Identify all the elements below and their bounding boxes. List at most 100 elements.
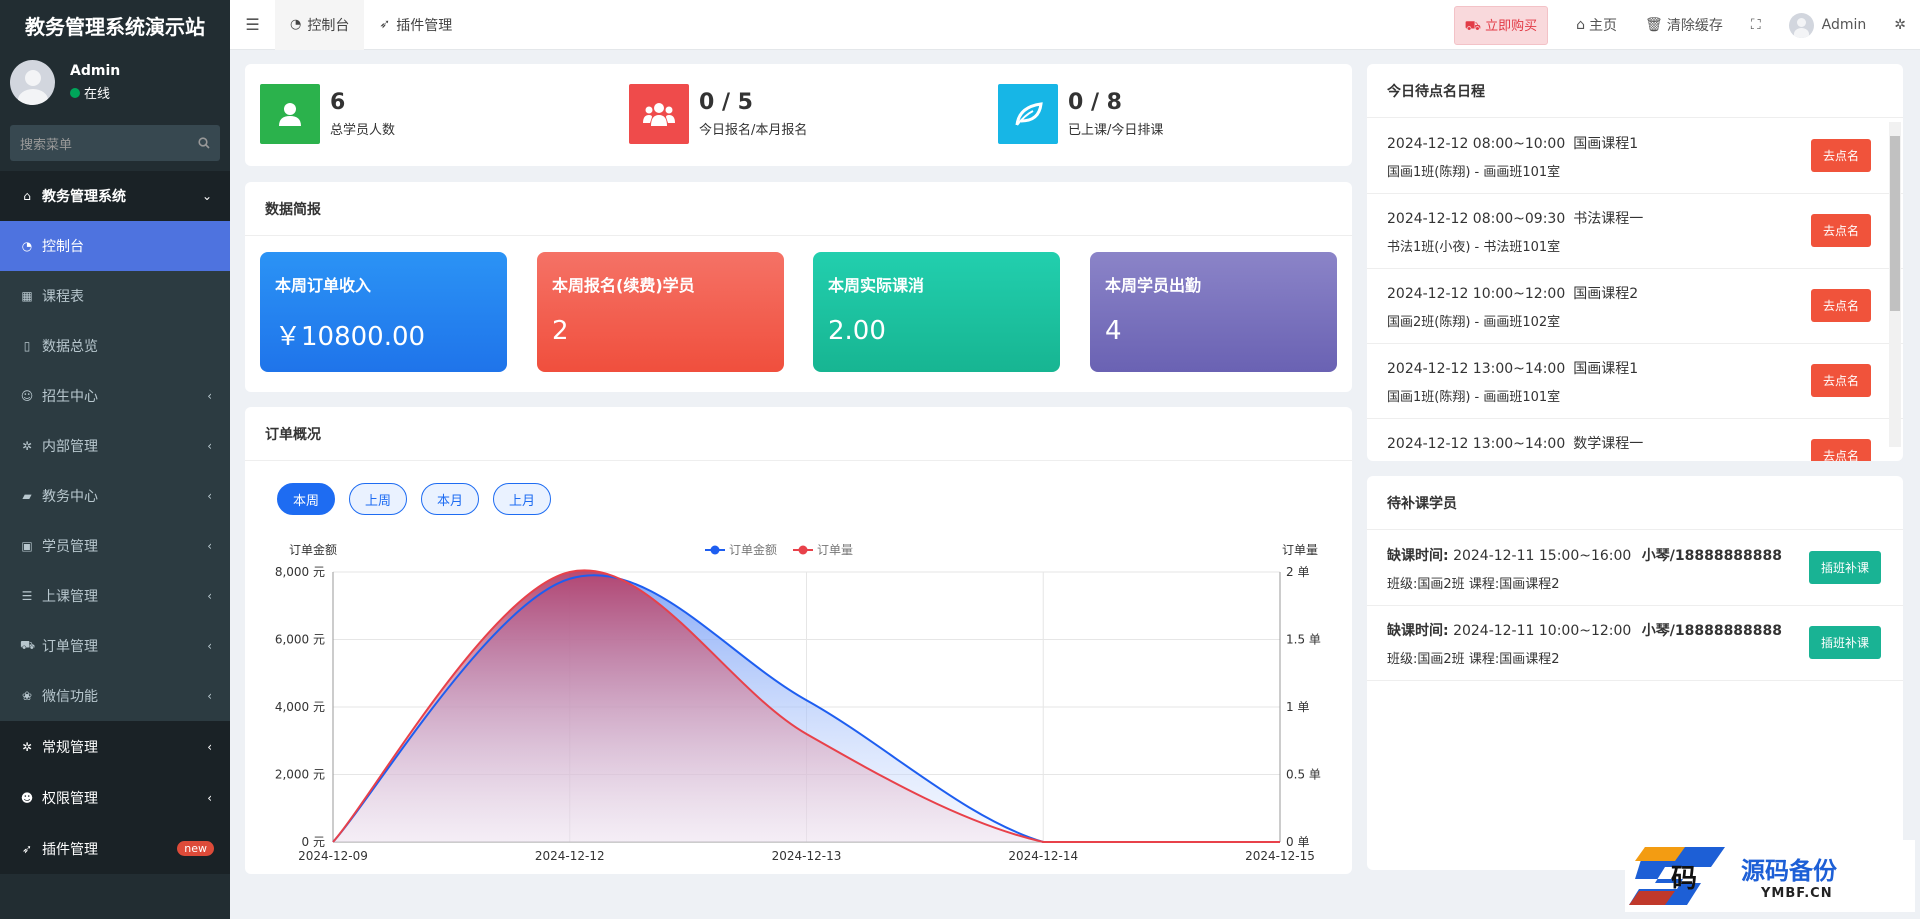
- chevron-left-icon: ‹: [207, 439, 212, 453]
- settings-icon[interactable]: ✲: [1894, 17, 1906, 33]
- chevron-left-icon: ‹: [207, 790, 212, 805]
- sidebar-item-internal[interactable]: ✲ 内部管理 ‹: [21, 439, 212, 455]
- sidebar-item-orders[interactable]: ⛟ 订单管理 ‹: [20, 638, 212, 655]
- y-tick-label-right: 1 单: [1286, 700, 1309, 714]
- summary-card: 数据简报 本周订单收入 ￥10800.00 本周报名(续费)学员 2 本周实际课…: [245, 182, 1352, 392]
- brand-title[interactable]: 教务管理系统演示站: [0, 0, 230, 50]
- legend-dot-count: [798, 545, 808, 555]
- list-item: 2024-12-12 08:00~09:30 书法课程一 书法1班(小夜) - 书…: [1367, 194, 1903, 269]
- y-tick-label-right: 0.5 单: [1286, 768, 1321, 782]
- online-dot-icon: [70, 87, 80, 98]
- list-item: 缺课时间: 2024-12-11 10:00~12:00 小琴/18888888…: [1367, 606, 1903, 681]
- stat-value: 0 / 5: [699, 90, 753, 115]
- user-panel: Admin 在线: [0, 50, 230, 115]
- rollcall-button[interactable]: 去点名: [1810, 139, 1871, 172]
- menu-toggle-icon[interactable]: ☰: [245, 15, 260, 34]
- clear-cache-button[interactable]: 🗑 清除缓存: [1645, 17, 1723, 34]
- sidebar-section-label: 教务管理系统: [42, 189, 126, 205]
- user-name: Admin: [70, 63, 121, 79]
- user-status: 在线: [70, 83, 120, 102]
- orders-card: 订单概况 本周 上周 本月 上月 0 元 2,000 元 4,000 元 6,000 …: [245, 407, 1352, 874]
- x-tick-label: 2024-12-14: [1008, 849, 1078, 863]
- y-tick-label-right: 1.5 单: [1286, 633, 1321, 647]
- sidebar-item-classes[interactable]: ☰ 上课管理 ‹: [21, 589, 212, 605]
- filter-this-week[interactable]: 本周: [277, 483, 335, 515]
- list-item: 2024-12-12 08:00~10:00 国画课程1 国画1班(陈翔) - 画…: [1367, 119, 1903, 194]
- logo-mark-icon: 码: [1629, 847, 1725, 905]
- sidebar-item-wechat[interactable]: ❀ 微信功能 ‹: [21, 689, 212, 705]
- filter-last-week[interactable]: 上周: [349, 483, 407, 515]
- site-logo: 码 源码备份 YMBF.CN: [1625, 840, 1915, 912]
- stat-value: 0 / 8: [1068, 90, 1122, 115]
- kpi-weekly-attendance: 本周学员出勤 4: [1090, 252, 1337, 372]
- sidebar-item-auth[interactable]: ☻ 权限管理 ‹: [0, 772, 230, 823]
- kpi-weekly-consume: 本周实际课消 2.00: [813, 252, 1060, 372]
- order-chart: 0 元 2,000 元 4,000 元 6,000 元 8,000 元 0 单 0.5 单 1…: [275, 542, 1321, 863]
- rollcall-button[interactable]: 去点名: [1810, 364, 1871, 397]
- orders-title: 订单概况: [245, 407, 1352, 461]
- logo-title: 源码备份: [1741, 857, 1837, 885]
- sidebar-item-dashboard[interactable]: ◔ 控制台: [0, 221, 230, 271]
- sidebar-item-academic[interactable]: ▰ 教务中心 ‹: [0, 471, 230, 521]
- rocket-icon: ➶: [379, 17, 391, 32]
- sidebar-item-plugins[interactable]: ➶ 插件管理 new: [0, 823, 230, 874]
- wechat-icon: ❀: [21, 689, 33, 703]
- sidebar-item-students[interactable]: ▣ 学员管理 ‹: [21, 539, 212, 555]
- users-icon: [629, 84, 689, 144]
- top-navbar: ☰ ◔ 控制台 ➶ 插件管理 ⛟ 立即购买 ⌂ 主页 🗑 清除缓存 ⛶ Admin ✲: [230, 0, 1920, 50]
- sidebar-search[interactable]: 搜索菜单: [10, 125, 220, 161]
- x-tick-label: 2024-12-09: [298, 849, 368, 863]
- rollcall-button[interactable]: 去点名: [1810, 439, 1871, 461]
- y-tick-label-left: 2,000 元: [275, 768, 325, 782]
- search-icon[interactable]: [198, 137, 210, 149]
- y-tick-label-right: 2 单: [1286, 565, 1309, 579]
- x-tick-label: 2024-12-15: [1245, 849, 1315, 863]
- sidebar-item-general[interactable]: ✲ 常规管理 ‹: [0, 721, 230, 772]
- avatar: [10, 60, 55, 105]
- x-tick-label: 2024-12-12: [535, 849, 605, 863]
- schedule-title: 今日待点名日程: [1367, 64, 1903, 118]
- y-tick-label-left: 6,000 元: [275, 633, 325, 647]
- logo-sub: YMBF.CN: [1761, 886, 1833, 901]
- sidebar-item-overview[interactable]: ▯ 数据总览: [0, 321, 230, 371]
- tab-plugins[interactable]: ➶ 插件管理: [379, 17, 453, 34]
- rollcall-button[interactable]: 去点名: [1810, 289, 1871, 322]
- makeup-class-button[interactable]: 插班补课: [1808, 626, 1881, 659]
- sidebar-section-jiaowu[interactable]: ⌂ 教务管理系统 ⌄: [0, 171, 230, 221]
- scrollbar[interactable]: [1889, 122, 1901, 447]
- chevron-left-icon: ‹: [207, 539, 212, 553]
- series-area-count: [333, 570, 1280, 842]
- leaf-icon: [998, 84, 1058, 144]
- user-icon: ☺: [20, 389, 34, 403]
- buy-now-button[interactable]: ⛟ 立即购买: [1453, 5, 1549, 45]
- tab-dashboard[interactable]: ◔ 控制台: [275, 0, 365, 50]
- scrollbar-thumb[interactable]: [1890, 136, 1900, 311]
- home-icon: ⌂: [1576, 17, 1586, 33]
- x-tick-label: 2024-12-13: [772, 849, 842, 863]
- stat-classes: 0 / 8 已上课/今日排课: [998, 84, 1163, 144]
- filter-last-month[interactable]: 上月: [493, 483, 551, 515]
- makeup-card: 待补课学员 缺课时间: 2024-12-11 15:00~16:00 小琴/18…: [1367, 476, 1903, 870]
- makeup-class-button[interactable]: 插班补课: [1808, 551, 1881, 584]
- trash-icon: 🗑: [1645, 17, 1663, 33]
- admin-menu[interactable]: Admin: [1788, 12, 1866, 38]
- y-tick-label-left: 0 元: [302, 835, 325, 849]
- book-icon: ▰: [22, 489, 32, 503]
- legend-dot-amount: [710, 545, 720, 555]
- home-link[interactable]: ⌂ 主页: [1576, 17, 1618, 34]
- dashboard-icon: ◔: [21, 239, 33, 253]
- sidebar-item-schedule[interactable]: ▦ 课程表: [21, 289, 84, 305]
- filter-this-month[interactable]: 本月: [421, 483, 479, 515]
- list-item: 2024-12-12 10:00~12:00 国画课程2 国画2班(陈翔) - 画…: [1367, 269, 1903, 344]
- sidebar-item-enroll[interactable]: ☺ 招生中心 ‹: [20, 389, 212, 405]
- stat-label: 已上课/今日排课: [1068, 123, 1164, 138]
- rollcall-button[interactable]: 去点名: [1810, 214, 1871, 247]
- fullscreen-icon[interactable]: ⛶: [1750, 17, 1761, 33]
- search-input[interactable]: 搜索菜单: [20, 137, 73, 153]
- legend-label-count: 订单量: [817, 543, 853, 557]
- y-tick-label-left: 4,000 元: [275, 700, 325, 714]
- dashboard-icon: ◔: [290, 17, 302, 32]
- group-icon: ☻: [20, 790, 34, 805]
- y-tick-label-right: 0 单: [1286, 835, 1309, 849]
- idcard-icon: ▣: [21, 539, 33, 553]
